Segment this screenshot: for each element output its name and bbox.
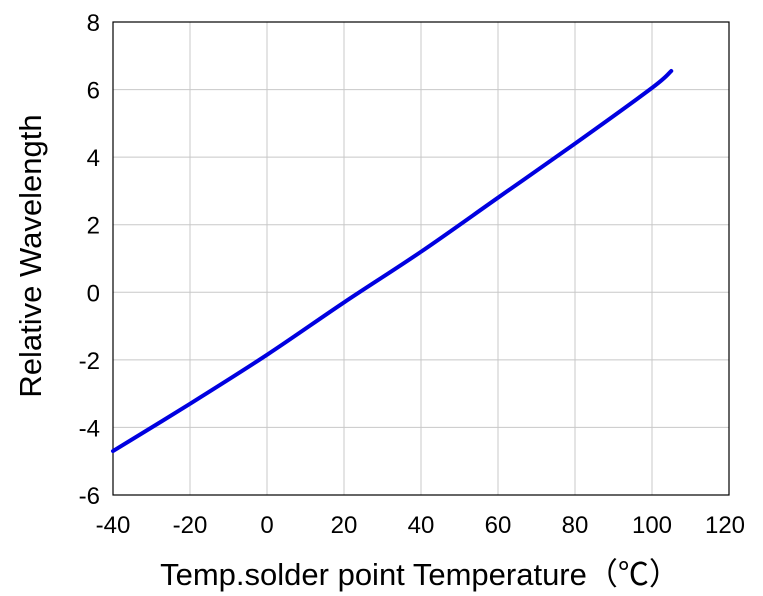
x-tick-label: -40 [96, 512, 131, 539]
x-tick-label: -20 [173, 512, 208, 539]
x-tick-label: 0 [260, 512, 273, 539]
grid [112, 21, 730, 496]
x-tick-labels: -40 -20 0 20 40 60 80 100 120 [96, 512, 745, 539]
y-tick-labels: -6 -4 -2 0 2 4 6 8 [79, 10, 100, 510]
x-tick-label: 80 [562, 512, 589, 539]
x-tick-label: 100 [632, 512, 672, 539]
series-layer [111, 68, 674, 454]
plot-frame [112, 21, 730, 496]
x-tick-label: 40 [408, 512, 435, 539]
y-tick-label: 0 [87, 280, 100, 307]
y-tick-label: 2 [87, 213, 100, 240]
y-tick-label: -2 [79, 348, 100, 375]
y-tick-label: 8 [87, 10, 100, 37]
x-tick-label: 20 [331, 512, 358, 539]
y-tick-label: -6 [79, 483, 100, 510]
series-line-0 [111, 68, 674, 454]
x-tick-label: 120 [705, 512, 745, 539]
x-tick-label: 60 [485, 512, 512, 539]
y-tick-label: 6 [87, 78, 100, 105]
y-tick-label: -4 [79, 415, 100, 442]
y-axis-title: Relative Wavelength [13, 114, 48, 397]
x-axis-title: Temp.solder point Temperature（℃） [160, 557, 680, 592]
y-tick-label: 4 [87, 145, 100, 172]
